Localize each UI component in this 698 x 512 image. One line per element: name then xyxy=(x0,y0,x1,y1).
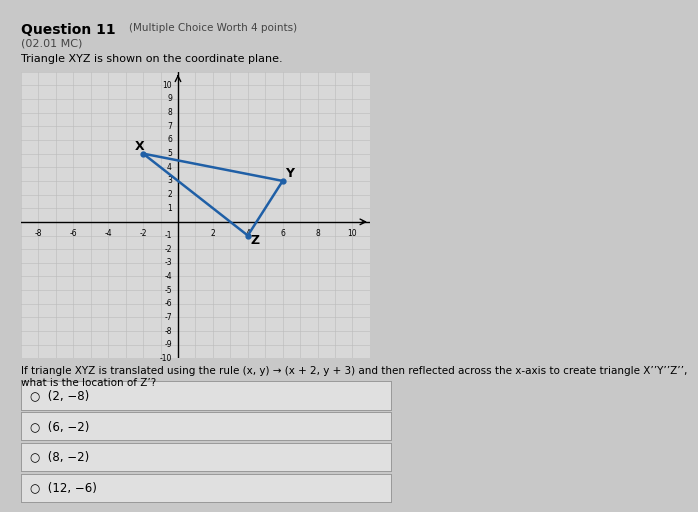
Text: -4: -4 xyxy=(164,272,172,281)
Text: ○  (6, −2): ○ (6, −2) xyxy=(30,420,89,433)
Text: 2: 2 xyxy=(167,190,172,199)
Text: -7: -7 xyxy=(164,313,172,322)
Text: -4: -4 xyxy=(105,229,112,238)
Text: Question 11: Question 11 xyxy=(21,23,116,37)
Text: -6: -6 xyxy=(70,229,77,238)
Text: Z: Z xyxy=(251,233,260,247)
Text: 3: 3 xyxy=(167,177,172,185)
Text: -9: -9 xyxy=(164,340,172,349)
Text: ○  (2, −8): ○ (2, −8) xyxy=(30,389,89,402)
Text: 9: 9 xyxy=(167,95,172,103)
Text: -10: -10 xyxy=(160,354,172,363)
Text: -1: -1 xyxy=(165,231,172,240)
Text: 10: 10 xyxy=(348,229,357,238)
Text: ○  (8, −2): ○ (8, −2) xyxy=(30,451,89,463)
Text: 1: 1 xyxy=(167,204,172,212)
Text: 4: 4 xyxy=(167,163,172,172)
Text: Y: Y xyxy=(285,167,295,180)
Text: 6: 6 xyxy=(167,136,172,144)
Text: 7: 7 xyxy=(167,122,172,131)
Text: (02.01 MC): (02.01 MC) xyxy=(21,38,82,49)
Text: -8: -8 xyxy=(165,327,172,335)
Text: 8: 8 xyxy=(167,108,172,117)
Text: -5: -5 xyxy=(164,286,172,294)
Text: -6: -6 xyxy=(164,300,172,308)
Text: Triangle XYZ is shown on the coordinate plane.: Triangle XYZ is shown on the coordinate … xyxy=(21,54,283,64)
Text: 5: 5 xyxy=(167,149,172,158)
Text: 8: 8 xyxy=(315,229,320,238)
Text: (Multiple Choice Worth 4 points): (Multiple Choice Worth 4 points) xyxy=(129,23,297,33)
Text: X: X xyxy=(134,139,144,153)
Text: 4: 4 xyxy=(246,229,250,238)
Text: 6: 6 xyxy=(281,229,285,238)
Text: ○  (12, −6): ○ (12, −6) xyxy=(30,481,97,494)
Text: -2: -2 xyxy=(140,229,147,238)
Text: -8: -8 xyxy=(35,229,42,238)
Text: -2: -2 xyxy=(165,245,172,253)
Text: If triangle XYZ is translated using the rule (x, y) → (x + 2, y + 3) and then re: If triangle XYZ is translated using the … xyxy=(21,366,688,388)
Text: 2: 2 xyxy=(211,229,215,238)
Text: 10: 10 xyxy=(162,81,172,90)
Text: -3: -3 xyxy=(164,259,172,267)
